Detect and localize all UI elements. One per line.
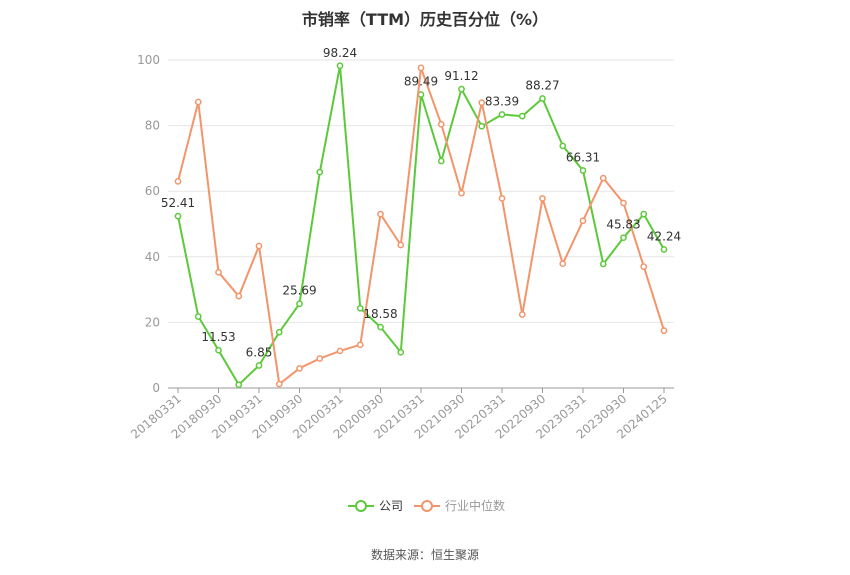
company-point	[539, 95, 546, 102]
industry-median-point	[377, 210, 384, 218]
company-point	[599, 260, 607, 268]
company-data-label: 88.27	[525, 78, 559, 92]
company-point	[478, 122, 486, 130]
company-point	[660, 246, 668, 253]
industry-median-point	[640, 263, 648, 270]
company-point	[377, 323, 384, 331]
industry-median-point	[518, 311, 526, 318]
series-layer	[174, 62, 668, 389]
y-tick-label: 100	[137, 53, 160, 67]
company-point	[356, 304, 364, 312]
industry-median-point	[255, 242, 263, 250]
industry-median-point	[579, 217, 587, 225]
company-point	[437, 157, 445, 165]
company-data-label: 11.53	[201, 330, 235, 344]
industry-median-point	[478, 99, 486, 106]
company-data-label: 52.41	[161, 196, 195, 210]
company-data-label: 83.39	[485, 94, 519, 108]
industry-median-point	[336, 347, 344, 355]
data-label-layer: 52.41 11.53 6.85 25.69 98.24 18.58 89.49 91.12 8…	[161, 46, 681, 360]
industry-median-point	[215, 268, 222, 276]
industry-median-point	[660, 327, 668, 334]
industry-median-point	[356, 341, 364, 349]
company-data-label: 98.24	[323, 46, 357, 60]
industry-median-point	[559, 260, 567, 268]
company-point	[316, 168, 324, 176]
y-tick-label: 40	[145, 250, 160, 264]
legend-item-company[interactable]: 公司	[348, 499, 403, 513]
legend-item-industry-median[interactable]: 行业中位数	[414, 498, 505, 513]
company-data-label: 25.69	[282, 284, 316, 298]
industry-median-point	[458, 189, 465, 197]
company-point	[518, 112, 526, 120]
company-point	[174, 212, 182, 220]
grid-layer	[168, 59, 674, 323]
company-point	[215, 346, 222, 354]
legend-label: 行业中位数	[445, 498, 505, 513]
company-point	[640, 210, 648, 218]
industry-median-point	[498, 195, 506, 202]
company-point	[296, 300, 303, 308]
company-data-label: 45.83	[606, 218, 640, 232]
industry-median-point	[296, 364, 303, 372]
industry-median-point	[620, 199, 627, 207]
industry-median-point	[437, 120, 445, 128]
y-tick-label: 0	[152, 381, 160, 395]
company-point	[255, 362, 263, 369]
industry-median-series-line	[177, 66, 665, 386]
industry-median-point	[539, 195, 546, 202]
source-note: 数据来源：恒生聚源	[370, 548, 479, 562]
industry-median-point	[235, 292, 243, 300]
company-point	[620, 234, 627, 242]
legend-marker-icon	[421, 500, 433, 512]
legend-label: 公司	[379, 499, 403, 513]
company-point	[458, 85, 465, 93]
chart-title: 市销率（TTM）历史百分位（%）	[301, 10, 549, 29]
legend[interactable]: 公司 行业中位数	[348, 498, 505, 513]
company-data-label: 91.12	[444, 69, 478, 83]
company-data-label: 18.58	[363, 307, 397, 321]
company-point	[235, 381, 243, 389]
industry-median-point	[397, 241, 405, 249]
industry-median-point	[599, 174, 607, 182]
industry-median-point	[275, 380, 283, 388]
legend-marker-icon	[355, 500, 367, 512]
y-tick-label: 20	[145, 315, 160, 329]
industry-median-point	[316, 355, 324, 362]
industry-median-point	[174, 178, 182, 185]
company-data-label: 42.24	[647, 229, 681, 243]
industry-median-point	[194, 98, 202, 106]
y-tick-label: 60	[145, 184, 160, 198]
company-point	[336, 62, 344, 70]
company-data-label: 89.49	[404, 74, 438, 88]
company-point	[194, 313, 202, 320]
y-tick-label: 80	[145, 119, 160, 133]
company-point	[559, 142, 567, 150]
company-point	[275, 328, 283, 336]
company-point	[498, 111, 506, 118]
company-series-line	[177, 64, 665, 386]
company-point	[397, 348, 405, 356]
company-point	[579, 167, 587, 174]
company-data-label: 66.31	[566, 151, 600, 165]
company-data-label: 6.85	[246, 346, 273, 360]
industry-median-point	[417, 64, 425, 72]
